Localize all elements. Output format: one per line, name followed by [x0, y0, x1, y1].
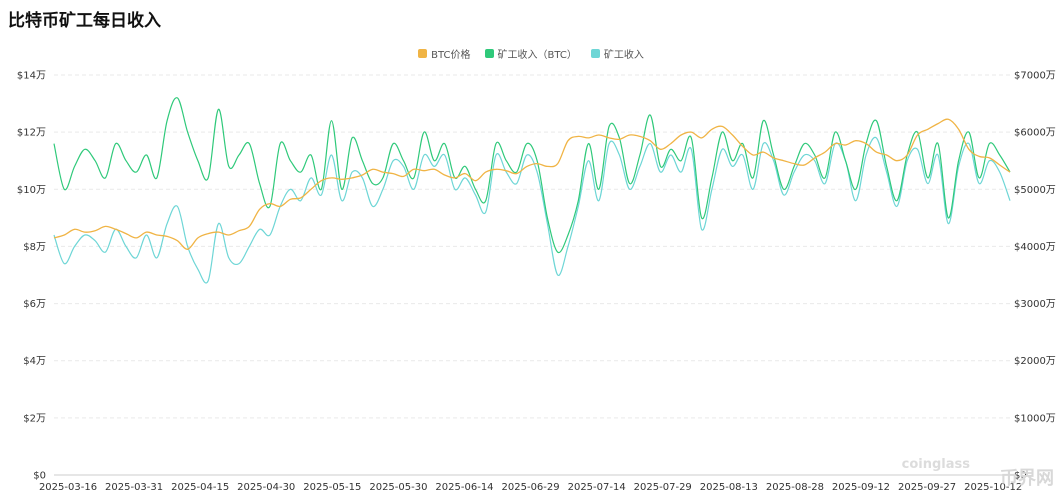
legend-swatch-btc-price — [418, 49, 428, 58]
series-line-miner-usd — [53, 136, 1011, 284]
x-tick-label: 2025-09-12 — [832, 482, 890, 493]
x-tick-label: 2025-04-15 — [171, 482, 229, 493]
x-tick-label: 2025-09-27 — [898, 482, 956, 493]
y-left-tick-label: $0 — [33, 471, 46, 482]
x-tick-label: 2025-05-15 — [303, 482, 361, 493]
y-right-tick-label: $6000万 — [1014, 128, 1056, 139]
legend-item-btc-price[interactable]: BTC价格 — [418, 46, 471, 61]
y-left-tick-label: $8万 — [23, 242, 46, 253]
y-right-tick-label: $1000万 — [1014, 413, 1056, 424]
legend-swatch-miner-btc — [484, 49, 494, 58]
x-tick-label: 2025-03-31 — [105, 482, 163, 493]
x-tick-label: 2025-06-29 — [502, 482, 560, 493]
y-right-tick-label: $0 — [1014, 471, 1027, 482]
x-tick-label: 2025-08-13 — [700, 482, 758, 493]
watermark-site: 币界网 — [1000, 468, 1054, 489]
legend-label-btc-price: BTC价格 — [431, 50, 471, 61]
y-left-tick-label: $14万 — [17, 71, 46, 82]
legend-swatch-miner-usd — [590, 49, 600, 58]
x-tick-label: 2025-10-12 — [964, 482, 1022, 493]
x-tick-label: 2025-08-28 — [766, 482, 824, 493]
y-left-tick-label: $10万 — [17, 185, 46, 196]
y-right-tick-label: $5000万 — [1014, 185, 1056, 196]
watermark-coinglass: coinglass — [901, 457, 970, 472]
x-tick-label: 2025-03-16 — [39, 482, 97, 493]
page-title: 比特币矿工每日收入 — [8, 11, 161, 31]
x-tick-label: 2025-05-30 — [369, 482, 427, 493]
y-left-tick-label: $12万 — [17, 128, 46, 139]
y-left-tick-label: $4万 — [23, 356, 46, 367]
x-tick-label: 2025-04-30 — [237, 482, 295, 493]
y-left-tick-label: $2万 — [23, 413, 46, 424]
series-line-miner-btc — [53, 97, 1011, 254]
legend-label-miner-btc: 矿工收入（BTC） — [497, 50, 577, 61]
legend-label-miner-usd: 矿工收入 — [603, 50, 644, 61]
y-right-tick-label: $7000万 — [1014, 71, 1056, 82]
y-left-tick-label: $6万 — [23, 299, 46, 310]
x-tick-label: 2025-06-14 — [435, 482, 493, 493]
legend-item-miner-btc[interactable]: 矿工收入（BTC） — [484, 46, 577, 61]
y-right-tick-label: $4000万 — [1014, 242, 1056, 253]
x-tick-label: 2025-07-29 — [634, 482, 692, 493]
y-right-tick-label: $3000万 — [1014, 299, 1056, 310]
x-tick-label: 2025-07-14 — [568, 482, 626, 493]
series-line-btc-price — [53, 118, 1011, 250]
y-right-tick-label: $2000万 — [1014, 356, 1056, 367]
legend-item-miner-usd[interactable]: 矿工收入 — [590, 46, 644, 61]
chart-legend: BTC价格 矿工收入（BTC） 矿工收入 — [0, 46, 1062, 61]
